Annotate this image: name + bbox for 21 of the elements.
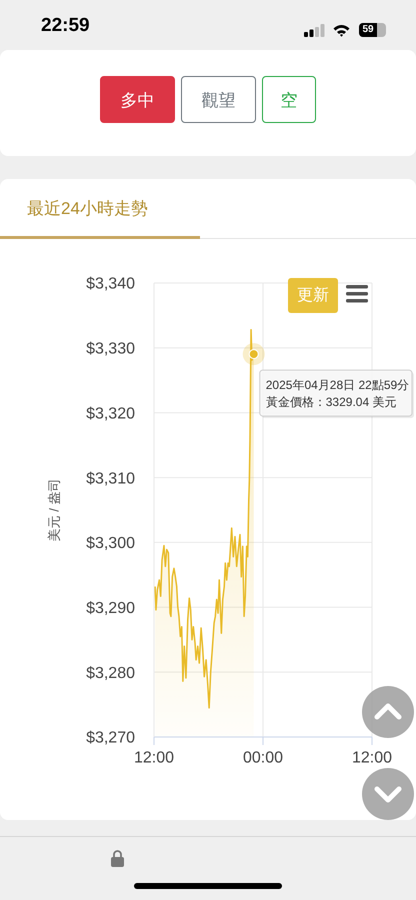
x-tick-label: 12:00 bbox=[134, 749, 174, 766]
text: 觀望 bbox=[181, 76, 256, 123]
y-tick-label: $3,280 bbox=[86, 664, 136, 682]
y-tick-label: $3,270 bbox=[86, 730, 136, 747]
y-axis-title: 美元 / 盎司 bbox=[46, 478, 62, 542]
x-tick-label: 00:00 bbox=[242, 749, 284, 766]
y-tick-label: $3,310 bbox=[86, 470, 136, 488]
y-tick-label: $3,330 bbox=[86, 340, 136, 358]
text: 22:59 bbox=[41, 15, 90, 37]
y-tick-label: $3,290 bbox=[86, 600, 136, 617]
annotation: 2025年04月28日 22點59分 bbox=[266, 378, 410, 392]
y-tick-label: $3,340 bbox=[86, 276, 136, 293]
text: 多中 bbox=[100, 76, 175, 123]
x-tick-label: 12:00 bbox=[352, 749, 392, 766]
annotation: 黃金價格：3329.04 美元 bbox=[266, 395, 396, 410]
y-tick-label: $3,320 bbox=[86, 405, 136, 422]
text: 空 bbox=[262, 76, 316, 123]
battery-icon: 59 bbox=[359, 23, 386, 37]
y-tick-label: $3,300 bbox=[86, 535, 136, 552]
chart-title: 最近24小時走勢 bbox=[27, 198, 148, 220]
annotation: 更新 bbox=[288, 278, 338, 313]
